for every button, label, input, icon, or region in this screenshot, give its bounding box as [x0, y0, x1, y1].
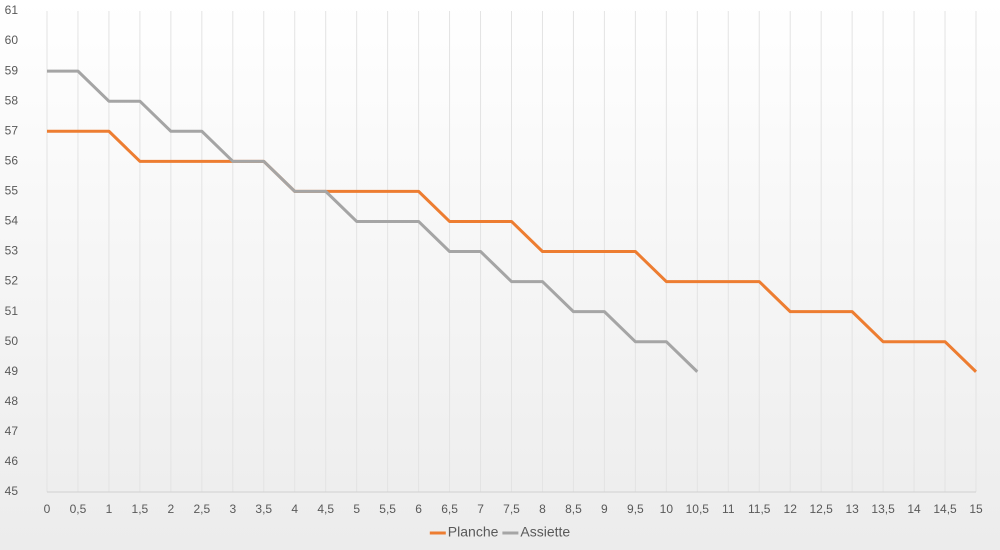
y-tick-label: 49 [5, 364, 19, 378]
y-tick-label: 51 [5, 304, 19, 318]
x-tick-label: 12,5 [809, 502, 833, 516]
x-tick-label: 4 [291, 502, 298, 516]
legend-label: Assiette [520, 524, 570, 540]
x-tick-label: 9 [601, 502, 608, 516]
x-tick-label: 2,5 [193, 502, 210, 516]
x-tick-label: 8,5 [565, 502, 582, 516]
x-tick-label: 6 [415, 502, 422, 516]
x-tick-label: 13,5 [871, 502, 895, 516]
x-tick-label: 8 [539, 502, 546, 516]
x-tick-label: 5,5 [379, 502, 396, 516]
x-tick-label: 5 [353, 502, 360, 516]
x-tick-label: 10 [660, 502, 674, 516]
x-tick-label: 7,5 [503, 502, 520, 516]
x-tick-label: 3,5 [255, 502, 272, 516]
y-tick-label: 50 [5, 334, 19, 348]
y-tick-label: 46 [5, 454, 19, 468]
y-tick-label: 57 [5, 123, 19, 137]
x-tick-label: 7 [477, 502, 484, 516]
y-tick-label: 53 [5, 244, 19, 258]
x-tick-label: 14,5 [933, 502, 957, 516]
y-tick-label: 59 [5, 63, 19, 77]
x-tick-label: 3 [229, 502, 236, 516]
y-tick-label: 48 [5, 394, 19, 408]
x-tick-label: 1 [106, 502, 113, 516]
x-tick-label: 0,5 [70, 502, 87, 516]
x-tick-label: 13 [845, 502, 859, 516]
y-tick-label: 52 [5, 274, 19, 288]
x-tick-label: 6,5 [441, 502, 458, 516]
x-tick-label: 14 [907, 502, 921, 516]
x-tick-label: 9,5 [627, 502, 644, 516]
y-tick-label: 45 [5, 484, 19, 498]
y-tick-label: 54 [5, 214, 19, 228]
series-line [47, 69, 699, 373]
series-line [47, 129, 978, 373]
x-tick-label: 2 [168, 502, 175, 516]
x-tick-label: 11 [722, 502, 735, 516]
y-tick-label: 55 [5, 184, 19, 198]
y-tick-label: 47 [5, 424, 19, 438]
x-tick-label: 1,5 [132, 502, 149, 516]
x-tick-label: 4,5 [317, 502, 334, 516]
x-tick-label: 11,5 [748, 502, 771, 516]
x-tick-label: 15 [969, 502, 983, 516]
y-tick-label: 61 [5, 3, 19, 17]
y-tick-label: 56 [5, 153, 19, 167]
y-tick-label: 58 [5, 93, 19, 107]
x-tick-label: 0 [44, 502, 51, 516]
x-tick-label: 10,5 [686, 502, 710, 516]
y-tick-label: 60 [5, 33, 19, 47]
legend-label: Planche [448, 524, 499, 540]
x-tick-label: 12 [784, 502, 798, 516]
